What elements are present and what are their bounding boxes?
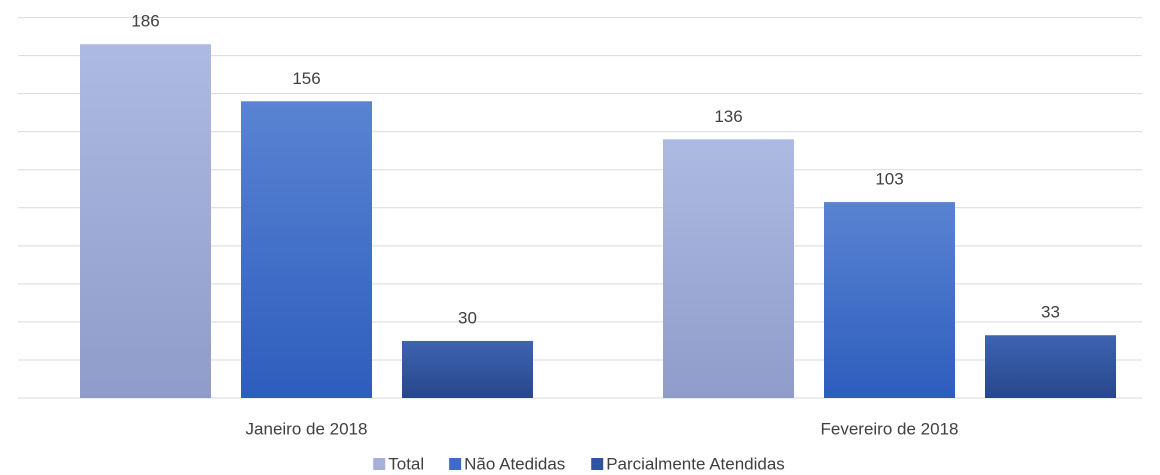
legend-swatch: [373, 458, 386, 470]
bar: [241, 101, 372, 399]
x-tick-label: Fevereiro de 2018: [821, 419, 959, 438]
bar: [824, 202, 955, 398]
data-label: 103: [875, 170, 903, 189]
bar: [985, 335, 1116, 398]
data-label: 33: [1041, 303, 1060, 322]
data-label: 136: [714, 107, 742, 126]
bar: [80, 44, 211, 399]
bar: [663, 139, 794, 398]
legend-label: Parcialmente Atendidas: [606, 454, 785, 473]
data-label: 156: [292, 69, 320, 88]
bar: [402, 340, 533, 398]
data-label: 186: [131, 12, 159, 31]
legend-swatch: [449, 458, 462, 470]
legend-label: Não Atedidas: [464, 454, 565, 473]
legend-swatch: [591, 458, 604, 470]
legend-label: Total: [388, 454, 424, 473]
x-tick-label: Janeiro de 2018: [246, 419, 368, 438]
data-label: 30: [458, 308, 477, 327]
